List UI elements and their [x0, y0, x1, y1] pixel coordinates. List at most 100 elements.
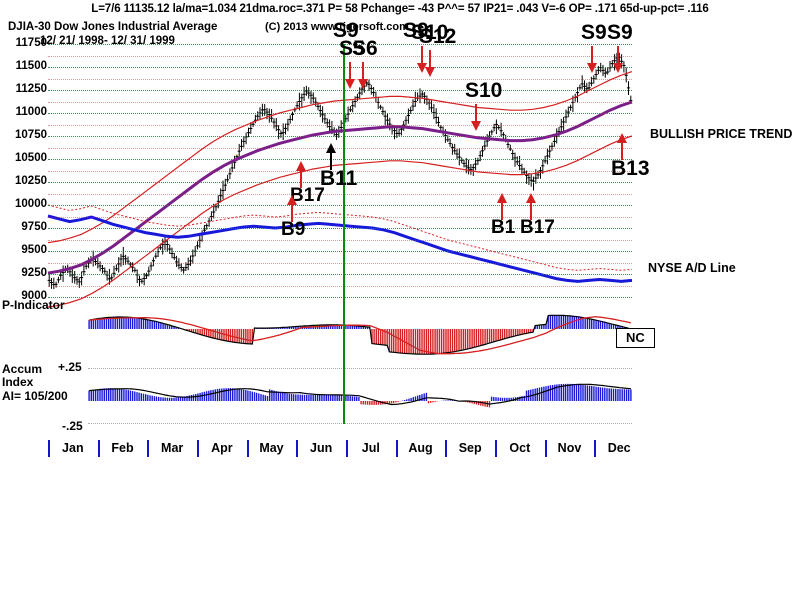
month-tick: [197, 440, 199, 457]
lower-band: [47, 135, 633, 308]
month-label-aug: Aug: [408, 441, 433, 455]
signal-label-s10: S10: [411, 21, 449, 44]
signal-arrow-up: [287, 195, 297, 222]
price-gridline-minor: [48, 170, 632, 172]
signal-label-s10: S10: [465, 79, 503, 102]
signal-arrow-down: [358, 62, 368, 89]
signal-label-s12: S12: [419, 25, 457, 48]
price-gridline-minor: [48, 193, 632, 195]
accum-index-value: AI= 105/200: [2, 389, 68, 403]
month-tick: [246, 440, 249, 457]
ad-upper-band: [47, 204, 633, 271]
price-axis-label: 9000: [21, 290, 47, 302]
price-axis-label: 9250: [21, 267, 47, 279]
month-label-jun: Jun: [310, 441, 333, 455]
month-tick: [147, 440, 150, 457]
signal-arrow-down: [345, 62, 355, 89]
price-gridline: [48, 182, 632, 183]
signal-label-b17: B17: [290, 185, 325, 206]
accum-index-svg: [88, 383, 632, 408]
signal-arrow-up: [617, 133, 627, 160]
signal-label-b13: B13: [611, 157, 650, 180]
month-label-dec: Dec: [607, 441, 631, 455]
bullish-trend-label: BULLISH PRICE TREND: [650, 127, 793, 141]
month-label-apr: Apr: [211, 441, 233, 455]
p-indicator-value-line: [88, 314, 632, 355]
price-gridline: [48, 67, 632, 68]
price-gridline: [48, 297, 632, 298]
price-gridline-minor: [48, 101, 632, 103]
month-label-feb: Feb: [111, 441, 134, 455]
price-gridline: [48, 228, 632, 229]
accum-trend-line: [89, 383, 631, 406]
signal-arrow-up: [526, 193, 536, 220]
month-tick: [445, 440, 448, 457]
price-axis-label: 11000: [15, 106, 47, 118]
header-copyright: (C) 2013 www.tigersoft.com: [265, 21, 409, 33]
nc-status-badge: NC: [616, 328, 655, 348]
price-axis-label: 10500: [15, 152, 47, 164]
signal-label-s9: S9: [607, 21, 633, 44]
p-indicator-caption: P-Indicator: [2, 298, 65, 312]
month-label-mar: Mar: [161, 441, 184, 455]
signal-label-b1: B1: [491, 217, 516, 238]
accum-caption-line2: Index: [2, 375, 34, 389]
signal-label-s6: S6: [352, 37, 378, 60]
signal-arrow-down: [587, 46, 597, 73]
month-tick: [594, 440, 597, 457]
header-symbol-title: DJIA-30 Dow Jones Industrial Average: [8, 21, 218, 33]
month-tick: [346, 440, 348, 457]
signal-arrow-down: [425, 50, 435, 77]
accum-caption-line1: Accum: [2, 362, 43, 376]
p-indicator-panel: [88, 299, 632, 355]
p-indicator-signal-line: [89, 316, 632, 355]
month-label-jul: Jul: [361, 441, 380, 455]
month-axis: Jan Feb Mar Apr May Jun Jul Aug Sep Oct Nov Dec: [48, 440, 644, 462]
signal-label-s9: S9: [333, 19, 359, 42]
signal-arrow-down: [417, 46, 427, 73]
price-chart-panel: [47, 44, 633, 308]
month-label-jan: Jan: [62, 441, 84, 455]
month-tick: [495, 440, 497, 457]
signal-arrow-down: [613, 46, 623, 73]
signal-label-b17: B17: [520, 217, 555, 238]
signal-label-s9: S9: [581, 21, 607, 44]
month-tick: [97, 440, 100, 457]
price-gridline: [48, 205, 632, 206]
month-label-oct: Oct: [509, 441, 531, 455]
ad-line-label: NYSE A/D Line: [648, 261, 736, 275]
price-axis-label: 11750: [15, 37, 47, 49]
price-series-svg: [47, 52, 633, 308]
price-axis-label: 9500: [21, 244, 47, 256]
month-label-nov: Nov: [557, 441, 582, 455]
signal-label-s5: S5: [339, 37, 365, 60]
price-gridline: [48, 251, 632, 252]
cursor-vertical-line[interactable]: [343, 44, 345, 424]
price-axis-label: 10000: [15, 198, 47, 210]
price-axis-label: 10750: [15, 129, 47, 141]
price-gridline-minor: [48, 78, 632, 80]
signal-label-b9: B9: [281, 219, 306, 240]
price-axis-label: 11250: [15, 83, 47, 95]
price-axis: 11750 11500 11250 11000 10750 10500 10250 10000…: [0, 0, 47, 302]
month-tick: [544, 440, 547, 457]
price-gridline-minor: [48, 216, 632, 218]
price-gridline-minor: [48, 285, 632, 287]
price-gridline: [48, 44, 632, 45]
price-gridline-minor: [48, 124, 632, 126]
price-axis-label: 9750: [21, 221, 47, 233]
accum-top-gridline: [88, 368, 632, 369]
month-tick: [296, 440, 299, 457]
price-gridline-minor: [48, 55, 632, 57]
signal-arrow-up: [296, 161, 306, 188]
price-gridline: [48, 159, 632, 160]
signal-arrow-up: [326, 143, 336, 170]
price-gridline: [48, 90, 632, 91]
price-gridline: [48, 136, 632, 137]
month-tick: [48, 440, 50, 457]
p-indicator-histogram: [88, 315, 632, 355]
accum-bottom-gridline: [88, 423, 632, 424]
month-label-sep: Sep: [458, 441, 482, 455]
accum-bottom-axis-label: -.25: [62, 419, 83, 433]
